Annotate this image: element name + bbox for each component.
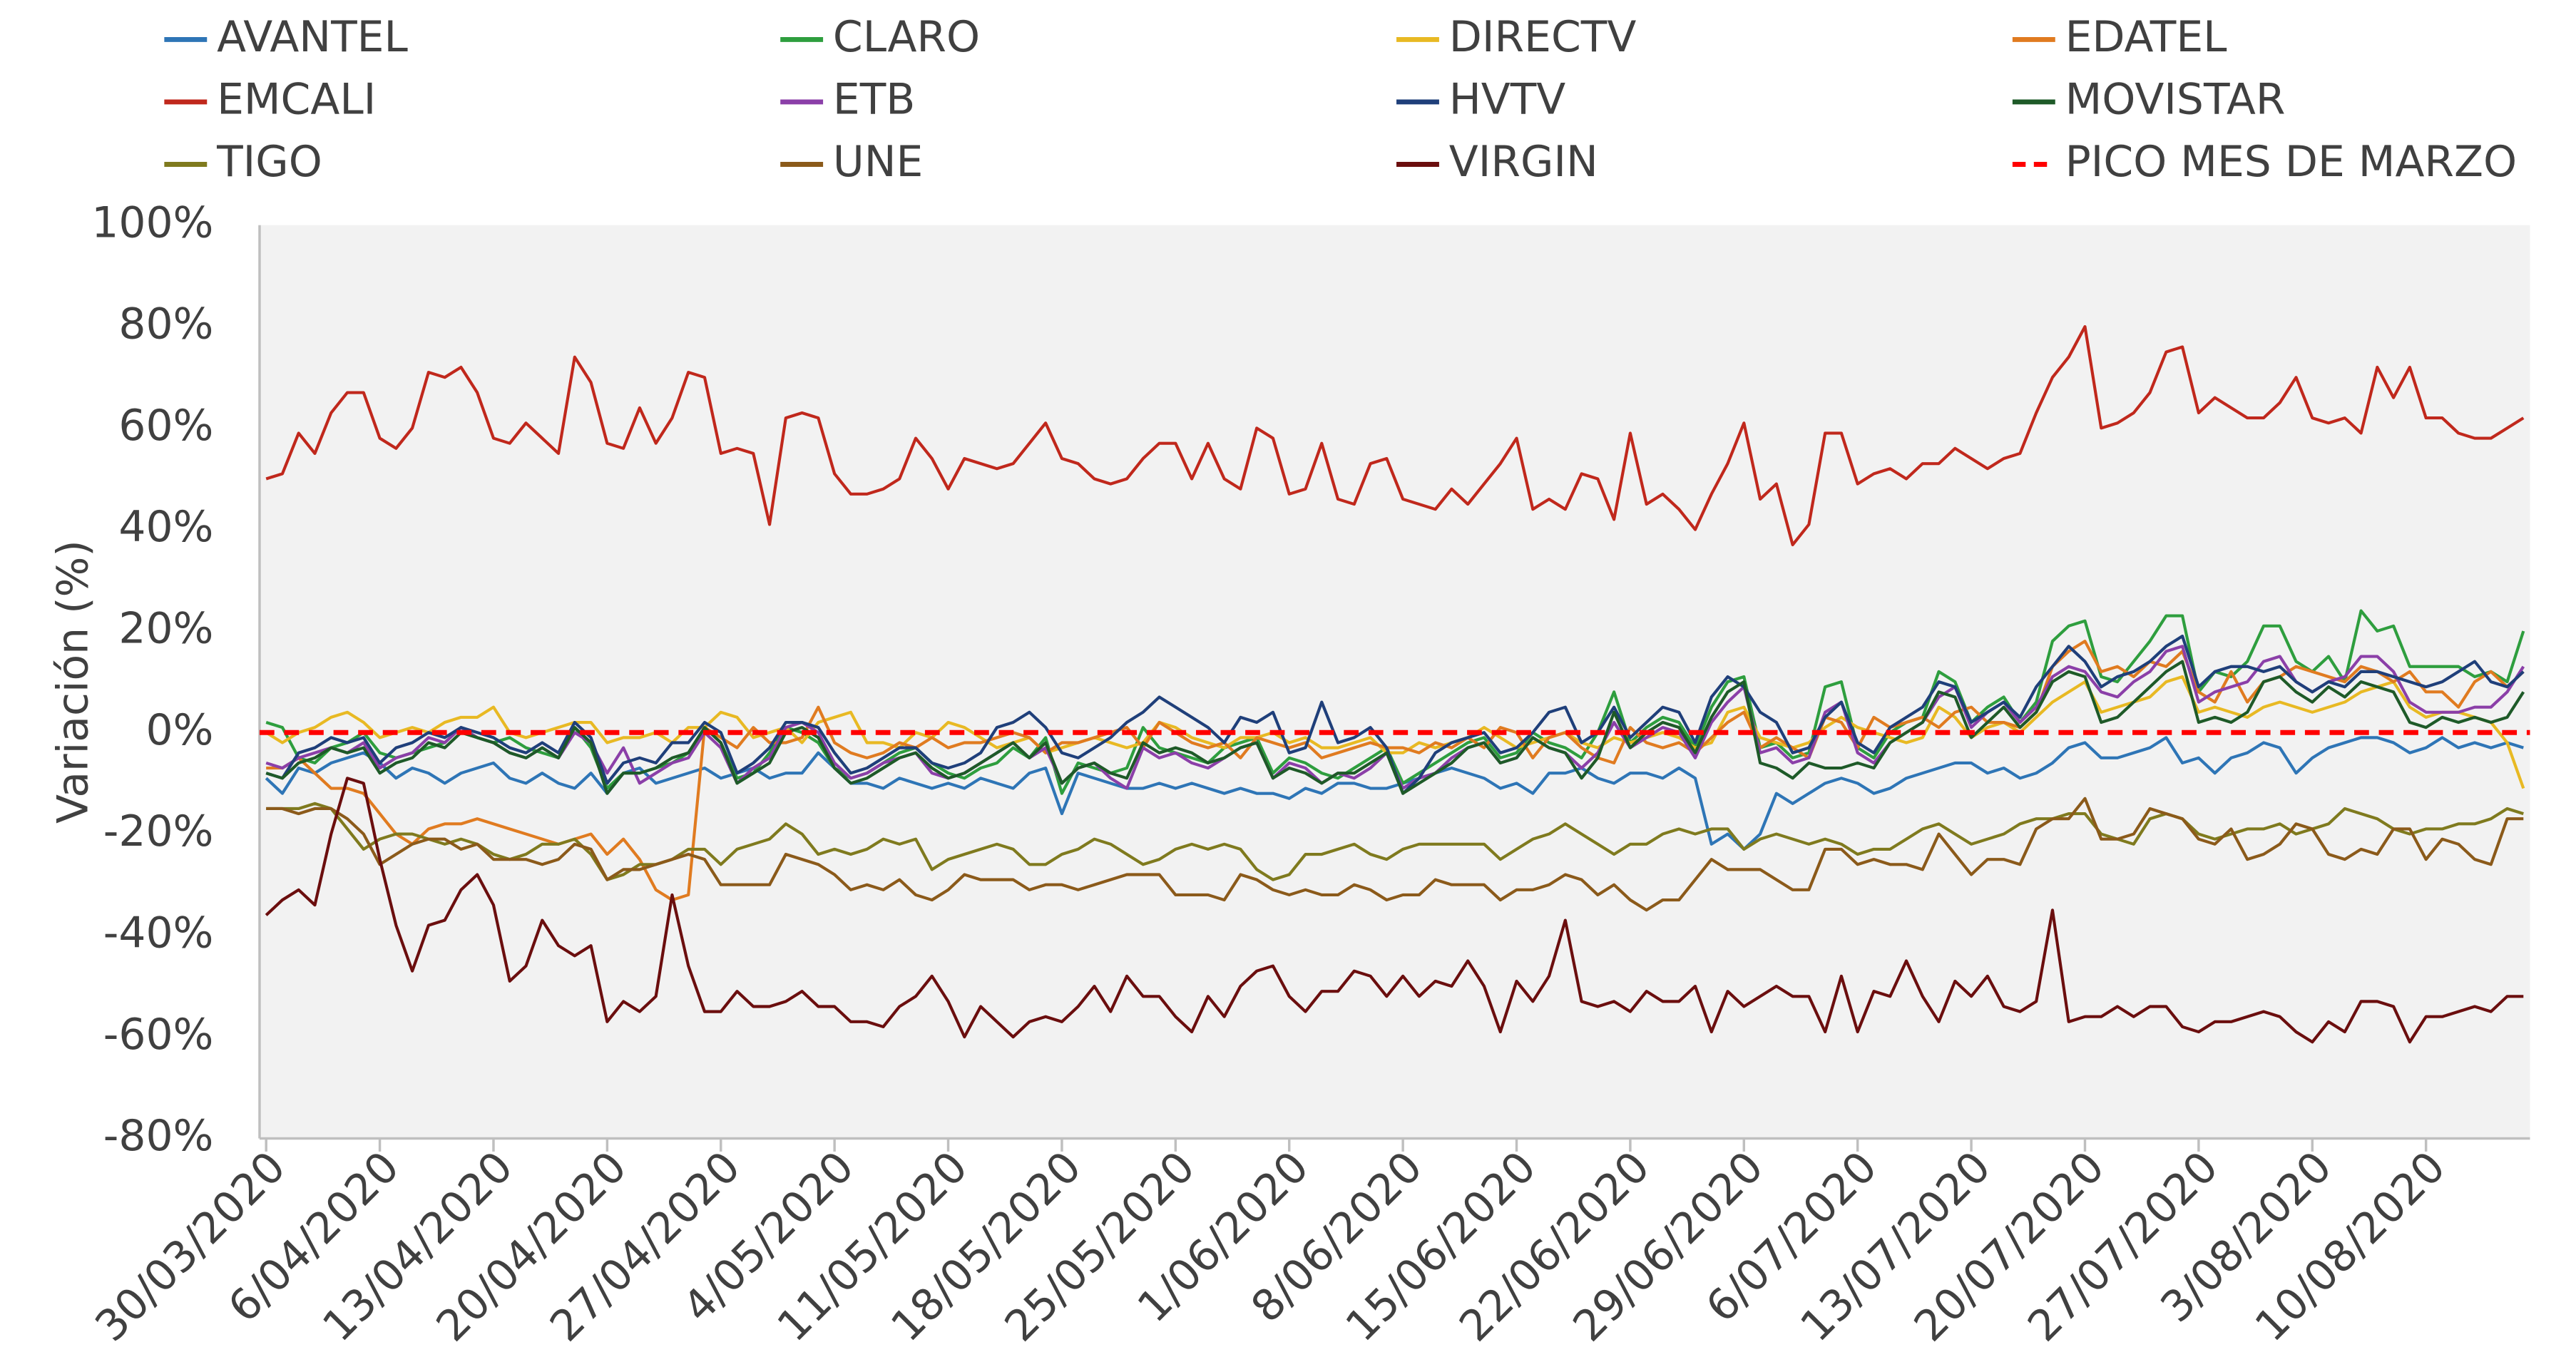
y-tick-label: -80%: [103, 1111, 214, 1161]
series-line: [265, 324, 2525, 547]
legend-label: MOVISTAR: [2065, 75, 2286, 125]
legend-label: VIRGIN: [1449, 137, 1598, 187]
legend-label: AVANTEL: [217, 12, 408, 62]
y-tick-label: 20%: [118, 604, 213, 654]
series-line: [265, 675, 2525, 789]
series-line: [265, 660, 2525, 795]
y-tick-label: 60%: [118, 401, 213, 451]
series-line: [266, 797, 2524, 912]
plot-area: [259, 225, 2530, 1139]
series-line: [266, 802, 2524, 881]
y-tick-label: 80%: [118, 299, 213, 349]
y-tick-label: -20%: [103, 806, 214, 856]
legend-label: UNE: [833, 137, 923, 187]
series-line: [265, 777, 2524, 1044]
legend-label: ETB: [833, 75, 915, 125]
series-line: [265, 736, 2524, 851]
y-axis-title: Variación (%): [48, 540, 98, 824]
y-tick-label: -40%: [103, 908, 214, 958]
legend-label: HVTV: [1449, 75, 1566, 125]
legend-label: DIRECTV: [1449, 12, 1637, 62]
legend-label: EMCALI: [217, 75, 376, 125]
y-tick-label: 0%: [145, 705, 213, 755]
legend-label: CLARO: [833, 12, 980, 62]
legend-label: TIGO: [216, 137, 322, 187]
legend-label: PICO MES DE MARZO: [2065, 137, 2518, 187]
legend-label: EDATEL: [2065, 12, 2228, 62]
y-tick-label: 40%: [118, 502, 213, 552]
y-tick-label: 100%: [91, 198, 213, 247]
y-tick-label: -60%: [103, 1010, 214, 1060]
